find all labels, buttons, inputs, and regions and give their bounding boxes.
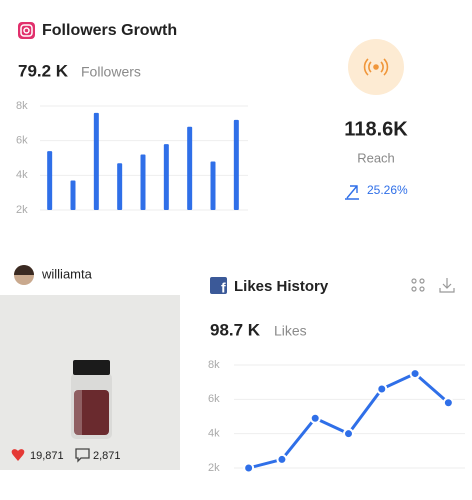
bar: [70, 180, 76, 210]
bar: [117, 163, 123, 210]
likes-count: 19,871: [30, 450, 64, 462]
reach-value: 118.6K: [344, 118, 408, 140]
bar: [210, 161, 216, 210]
count-label: Likes: [274, 323, 307, 339]
y-tick-label: 2k: [16, 204, 28, 216]
card-title: Followers Growth: [42, 22, 177, 39]
avatar-hair: [14, 265, 34, 275]
bar: [47, 151, 53, 210]
bar: [93, 112, 99, 210]
bar: [187, 126, 193, 210]
reach-label: Reach: [357, 150, 395, 165]
point: [343, 428, 354, 440]
y-tick-label: 4k: [208, 428, 220, 440]
point: [309, 412, 321, 424]
heart-icon[interactable]: [11, 449, 25, 461]
y-tick-label: 8k: [208, 359, 220, 371]
y-tick-label: 2k: [208, 462, 220, 474]
menu-icon[interactable]: [411, 278, 425, 292]
bottle: [71, 360, 112, 439]
count: 79.2 K: [18, 61, 69, 80]
username: williamta: [41, 266, 93, 281]
y-tick-label: 6k: [208, 393, 220, 405]
download-icon[interactable]: [439, 278, 455, 293]
reach-icon: [363, 58, 389, 76]
instagram-icon: [18, 22, 35, 39]
bar: [140, 154, 146, 210]
reach-change: 25.26%: [367, 183, 408, 197]
y-tick-label: 8k: [16, 100, 28, 112]
line: [248, 372, 450, 470]
bar: [233, 119, 239, 210]
point: [409, 368, 421, 380]
point: [442, 397, 454, 409]
y-tick-label: 4k: [16, 169, 28, 181]
facebook-icon: [210, 277, 227, 294]
y-tick-label: 6k: [16, 135, 28, 147]
comments-count: 2,871: [93, 450, 121, 462]
facebook-f: f: [221, 280, 226, 296]
trend-icon: [345, 185, 359, 200]
comment-icon[interactable]: [75, 448, 90, 463]
point: [243, 462, 255, 474]
bar: [163, 144, 169, 210]
card-title: Likes History: [234, 278, 329, 295]
point: [276, 453, 288, 465]
count-label: Followers: [81, 64, 141, 80]
count: 98.7 K: [210, 320, 261, 339]
point: [376, 383, 388, 395]
